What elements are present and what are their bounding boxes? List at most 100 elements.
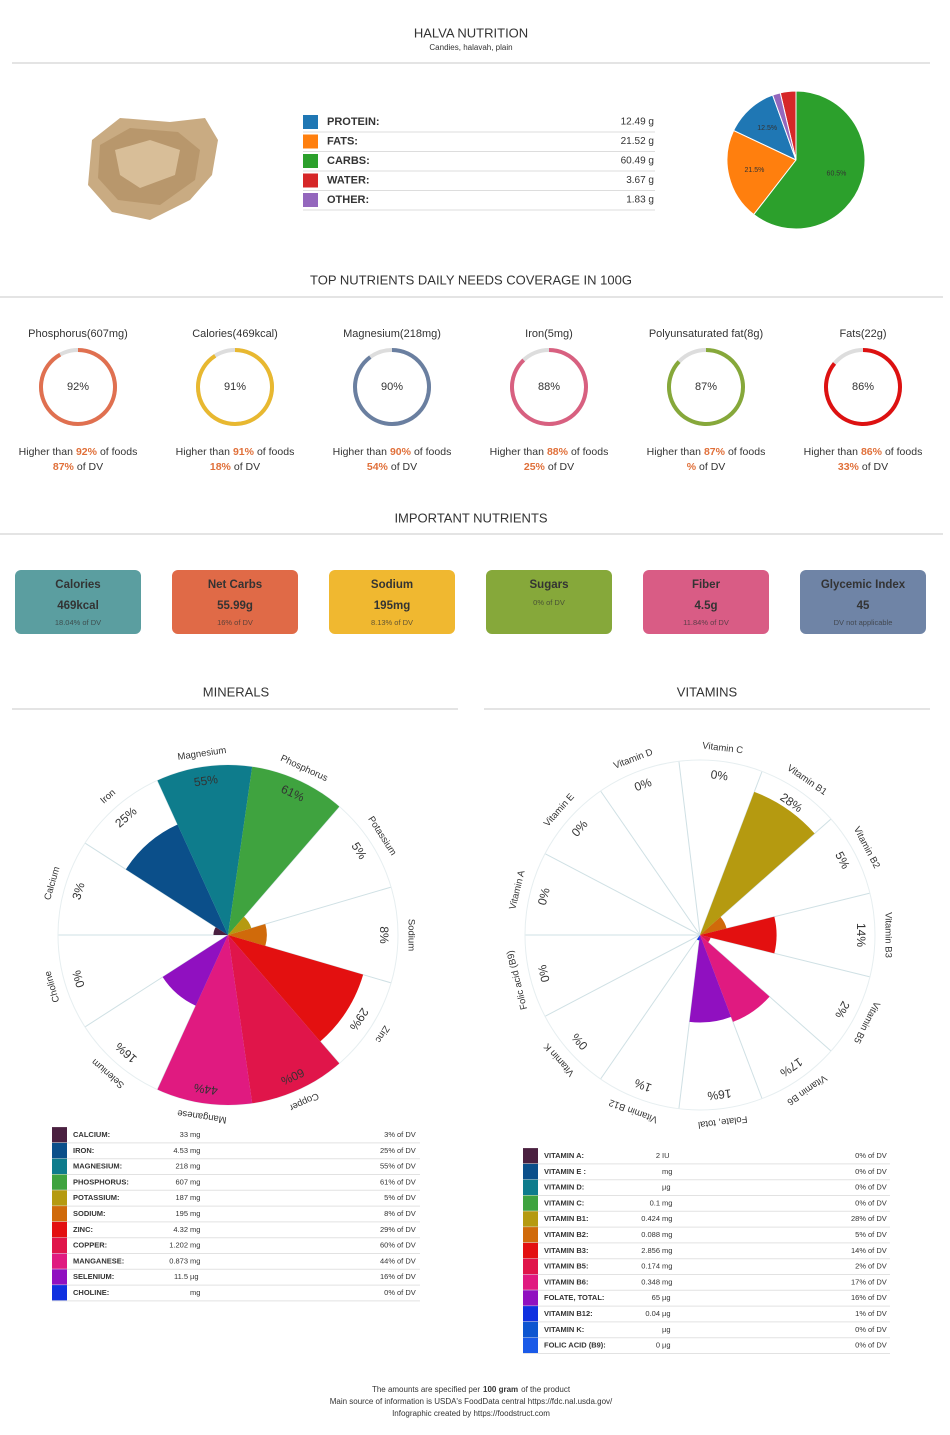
nutrient-card [172,570,298,634]
text-part: Higher than [176,446,230,458]
table-swatch [523,1258,538,1275]
coverage-percent: 92% [76,446,98,458]
table-dv-suffix: of DV [868,1230,887,1239]
table-dv: 55% [380,1162,395,1171]
table-unit: mg [662,1214,672,1223]
text-part: Higher than [804,446,858,458]
polar-category: Magnesium [177,745,227,763]
table-name: VITAMIN C: [544,1198,584,1207]
coverage-title: Iron(5mg) [525,328,573,340]
section-title: MINERALS [203,684,270,699]
table-swatch [523,1179,538,1196]
ring-arc [667,348,745,426]
polar-value: 0% [710,767,729,783]
table-swatch [523,1148,538,1164]
table-name: VITAMIN A: [544,1151,584,1160]
table-unit: mg [662,1262,672,1271]
polar-value: 8% [377,926,391,944]
card-note: 0% of DV [533,598,565,607]
outer-ring [524,759,876,1111]
card-note: 18.04% of DV [55,618,101,627]
coverage-percent: 90% [390,446,412,458]
card-name: Glycemic Index [821,579,906,591]
polar-category: Folate, total [697,1113,748,1130]
ring-label: 92% [67,381,89,393]
legend-label: FATS: [327,135,358,147]
table-amount: 0.04 [645,1309,660,1318]
text-part: of foods [100,446,137,458]
nutrient-card [800,570,926,634]
table-amount: 195 [175,1209,188,1218]
polar-category: Vitamin E [542,792,577,830]
spoke [600,790,701,936]
table-amount: 2 [656,1151,660,1160]
table-dv-suffix: of DV [397,1177,416,1186]
table-unit: mg [190,1288,200,1297]
table-swatch [52,1174,67,1191]
polar-sector [700,935,770,1022]
nutrient-card [643,570,769,634]
spoke [678,761,701,936]
macro-amount: 12.49 g [621,117,654,128]
table-name: VITAMIN B1: [544,1214,588,1223]
ring-label: 87% [695,381,717,393]
table-swatch [52,1190,67,1207]
table-amount: 2.856 [641,1246,660,1255]
table-amount: 4.32 [173,1225,188,1234]
text-part: of DV [862,461,888,473]
table-unit: µg [662,1293,671,1302]
card-name: Sugars [530,579,569,591]
polar-category: Vitamin B5 [851,1000,882,1046]
polar-sector [125,824,228,935]
section-title: TOP NUTRIENTS DAILY NEEDS COVERAGE IN 10… [310,272,632,287]
table-dv: 0% [855,1325,866,1334]
table-dv: 5% [384,1193,395,1202]
table-name: FOLIC ACID (B9): [544,1341,606,1350]
legend-swatch [303,173,318,188]
polar-sector [117,765,267,935]
card-value: 195mg [374,600,410,612]
polar-value: 0% [535,886,553,907]
table-amount: 0.088 [641,1230,660,1239]
table-dv: 0% [855,1151,866,1160]
table-amount: 1.202 [169,1241,188,1250]
table-dv: 17% [851,1277,866,1286]
polar-category: Selenium [90,1056,127,1090]
ring-label: 91% [224,381,246,393]
card-name: Net Carbs [208,579,262,591]
polar-sector [228,924,267,946]
table-amount: 11.5 [174,1272,188,1281]
table-dv-suffix: of DV [397,1146,416,1155]
table-dv-suffix: of DV [397,1241,416,1250]
coverage-percent: 88% [547,446,569,458]
card-name: Fiber [692,579,721,591]
text-part: of DV [548,461,574,473]
table-swatch [523,1242,538,1259]
spoke [544,853,701,936]
polar-sector [700,791,815,935]
coverage-title: Fats(22g) [839,328,886,340]
table-dv: 0% [855,1167,866,1176]
ring-arc [824,348,902,426]
coverage-dv: 33% of DV [838,461,888,473]
polar-value: 0% [69,968,87,989]
table-unit: mg [190,1146,200,1155]
card-name: Sodium [371,579,413,591]
card-value: 4.5g [694,600,717,612]
spoke [600,934,701,1080]
table-dv-suffix: of DV [868,1151,887,1160]
table-amount: 33 [180,1130,188,1139]
table-amount: 187 [175,1193,188,1202]
coverage-sentence: Higher than 87% of foods [647,446,766,458]
polar-sector [228,916,252,935]
table-amount: 607 [175,1177,188,1186]
table-dv-suffix: of DV [868,1214,887,1223]
table-name: IRON: [73,1146,94,1155]
coverage-percent: 87% [704,446,726,458]
table-amount: 0.348 [641,1277,660,1286]
table-name: CHOLINE: [73,1288,109,1297]
text-part: of foods [728,446,765,458]
polar-category: Vitamin K [541,1040,577,1078]
polar-category: Sodium [405,919,416,951]
table-name: VITAMIN K: [544,1325,584,1334]
